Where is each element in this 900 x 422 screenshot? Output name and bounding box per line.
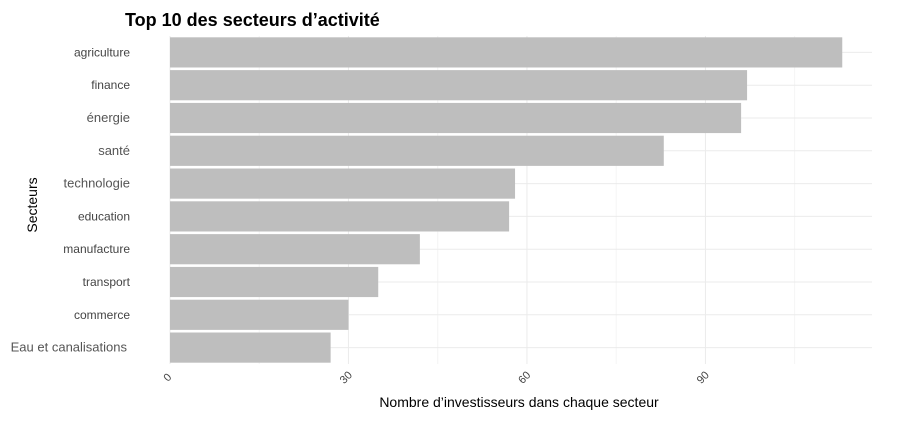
- category-label: énergie: [87, 110, 130, 125]
- x-tick-label: 0: [161, 371, 174, 384]
- category-label: technologie: [64, 176, 131, 191]
- bar-énergie: [170, 102, 742, 134]
- bar-commerce: [170, 299, 349, 330]
- bar-manufacture: [170, 234, 420, 265]
- bar-transport: [170, 266, 379, 298]
- chart-title: Top 10 des secteurs d’activité: [125, 10, 380, 30]
- category-label: santé: [98, 143, 130, 158]
- x-tick-labels: 0 30 60 90: [161, 369, 711, 386]
- bar-finance: [170, 70, 748, 101]
- bar-agriculture: [170, 37, 843, 68]
- category-label: education: [78, 209, 130, 223]
- bar-education: [170, 201, 510, 232]
- x-tick-label: 60: [516, 369, 533, 386]
- category-label: finance: [91, 78, 130, 92]
- x-tick-label: 30: [338, 369, 355, 386]
- category-label: Eau et canalisations: [11, 340, 128, 355]
- category-labels: agriculture finance énergie santé technologi…: [11, 45, 131, 354]
- category-label: commerce: [74, 308, 130, 322]
- bar-santé: [170, 135, 664, 166]
- category-label: manufacture: [63, 242, 130, 256]
- x-axis-title: Nombre d’investisseurs dans chaque secte…: [379, 394, 659, 410]
- bars: [170, 37, 843, 363]
- bar-eau-et-canalisations: [170, 332, 331, 363]
- category-label: transport: [83, 275, 131, 289]
- bar-technologie: [170, 168, 516, 199]
- category-label: agriculture: [74, 45, 130, 59]
- x-tick-label: 90: [695, 369, 712, 386]
- y-axis-title: Secteurs: [24, 177, 40, 232]
